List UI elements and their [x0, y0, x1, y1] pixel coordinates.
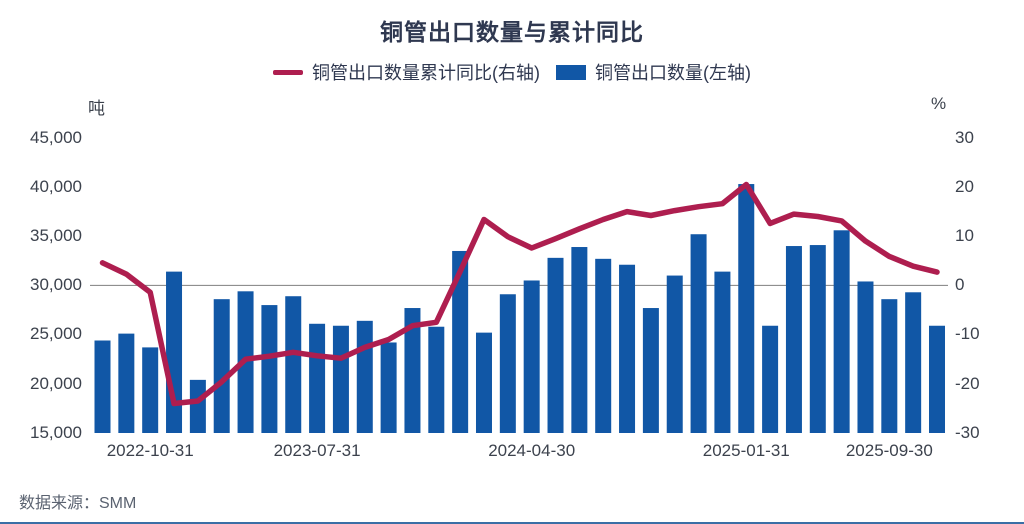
export-quantity-bar [714, 271, 731, 433]
export-quantity-bar [404, 308, 421, 433]
export-quantity-bar [738, 184, 755, 433]
export-quantity-bar [213, 299, 230, 433]
export-quantity-bar [189, 379, 206, 433]
export-quantity-bar [428, 326, 445, 433]
export-quantity-bar [475, 332, 492, 433]
export-quantity-bar [332, 325, 349, 433]
legend-item-yoy-line: 铜管出口数量累计同比(右轴) [273, 59, 540, 85]
legend-label-yoy: 铜管出口数量累计同比(右轴) [312, 63, 540, 83]
right-axis-unit: % [931, 94, 947, 113]
export-quantity-bar [619, 264, 636, 433]
export-quantity-bar [118, 333, 135, 433]
export-quantity-bar [499, 294, 516, 433]
legend-label-export: 铜管出口数量(左轴) [595, 63, 751, 83]
x-axis-tick-label: 2024-04-30 [488, 441, 576, 460]
line-series-swatch-icon [273, 69, 303, 75]
export-quantity-bar [285, 296, 302, 433]
chart-title: 铜管出口数量与累计同比 [380, 19, 644, 45]
export-quantity-bar [142, 347, 159, 433]
x-axis-tick-label: 2023-07-31 [273, 441, 361, 460]
export-quantity-bar [690, 234, 707, 433]
export-quantity-bar [785, 246, 802, 433]
export-quantity-bar [929, 325, 946, 433]
legend: 铜管出口数量累计同比(右轴) 铜管出口数量(左轴) [0, 59, 1024, 85]
export-quantity-bar [595, 258, 612, 433]
legend-item-export-bars: 铜管出口数量(左轴) [556, 59, 751, 85]
x-axis-tick-label: 2022-10-31 [106, 441, 194, 460]
export-quantity-bar [642, 308, 659, 433]
right-axis-tick-label: -20 [955, 373, 980, 393]
right-axis-tick-label: 10 [955, 225, 974, 245]
export-quantity-bar [762, 325, 779, 433]
export-quantity-bar [809, 245, 826, 433]
data-source-note: 数据来源：SMM [19, 495, 137, 512]
export-quantity-bar [309, 323, 326, 433]
right-axis-tick-label: 30 [955, 127, 974, 147]
left-axis-tick-label: 35,000 [30, 225, 82, 245]
export-quantity-bar [94, 340, 111, 433]
export-quantity-bar [905, 292, 922, 433]
export-quantity-bar [356, 320, 373, 433]
x-axis-tick-label: 2025-01-31 [702, 441, 790, 460]
cumulative-yoy-line [99, 181, 940, 407]
left-axis-tick-label: 15,000 [30, 422, 82, 442]
left-axis-tick-label: 20,000 [30, 373, 82, 393]
x-axis-tick-label: 2025-09-30 [845, 441, 933, 460]
export-quantity-bar [380, 342, 397, 433]
export-quantity-bar [571, 247, 588, 433]
left-axis-unit: 吨 [88, 99, 105, 118]
left-axis-tick-label: 30,000 [30, 275, 82, 295]
export-quantity-bar [547, 257, 564, 433]
export-quantity-bar [452, 250, 469, 433]
right-axis-tick-label: 0 [955, 275, 965, 295]
export-quantity-bar [833, 230, 850, 433]
export-quantity-bar [166, 271, 183, 433]
export-quantity-bar [857, 281, 874, 433]
export-quantity-bar [881, 299, 898, 433]
export-quantity-bar [261, 305, 278, 433]
export-quantity-bar [666, 275, 683, 433]
export-quantity-bar [523, 280, 540, 433]
right-axis-tick-label: -30 [955, 422, 980, 442]
left-axis-tick-label: 45,000 [30, 127, 82, 147]
right-axis-tick-label: 20 [955, 176, 974, 196]
left-axis-tick-label: 40,000 [30, 176, 82, 196]
left-axis-tick-label: 25,000 [30, 324, 82, 344]
right-axis-tick-label: -10 [955, 324, 980, 344]
bottom-divider [0, 522, 1024, 524]
bar-series-swatch-icon [556, 64, 586, 80]
